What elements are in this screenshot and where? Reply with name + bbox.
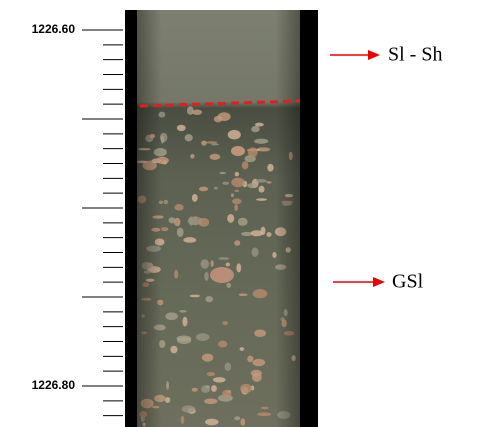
- depth-label: 1226.60: [32, 22, 76, 36]
- facies-label: GSl: [392, 271, 424, 293]
- core-figure: 1226.60 1226.80 Sl - Sh GSl: [0, 0, 481, 427]
- page: 1226.60 1226.80 Sl - Sh GSl (() => { con…: [0, 0, 481, 427]
- core-shading: [137, 10, 300, 427]
- arrow-head: [368, 50, 380, 60]
- arrow-head: [373, 277, 385, 287]
- depth-scale: [82, 30, 123, 416]
- depth-label: 1226.80: [32, 378, 76, 392]
- facies-label: Sl - Sh: [388, 44, 442, 66]
